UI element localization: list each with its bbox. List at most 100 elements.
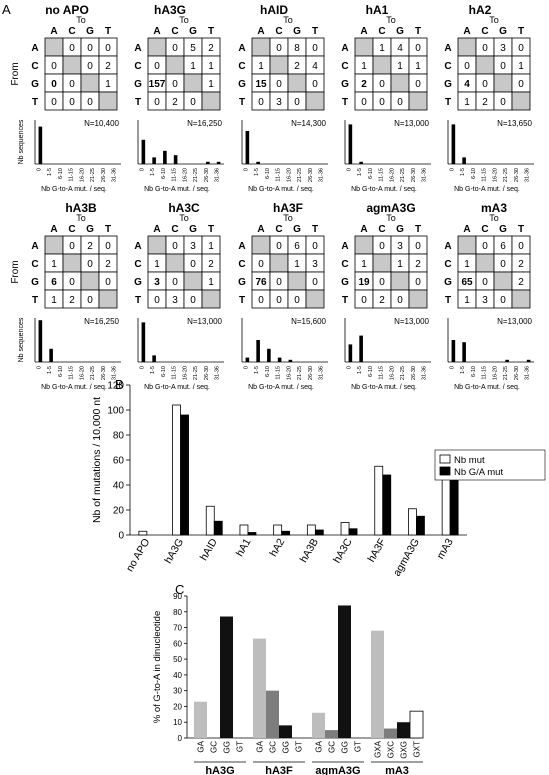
- matrix-cell: [183, 73, 203, 93]
- hist-n-label: N=16,250: [84, 317, 119, 326]
- hist-tick-label: 6-10: [161, 168, 167, 179]
- hist-tick-label: 26-30: [411, 168, 417, 182]
- matrix-cell: [511, 289, 531, 309]
- y-tick-label: 80: [113, 431, 125, 442]
- matrix-value: 2: [69, 295, 75, 306]
- bar-gc: [266, 690, 279, 738]
- hist-xlabel: Nb G-to-A mut. / seq.: [454, 384, 520, 391]
- dinucleotide-label: GXA: [374, 740, 383, 758]
- hist-tick-label: 1-5: [150, 168, 156, 176]
- hist-bar: [505, 359, 509, 362]
- hist-tick-label: 31-36: [319, 168, 325, 182]
- bar-nb-mut: [306, 524, 316, 536]
- category-label: mA3: [435, 536, 456, 561]
- hist-n-label: N=13,000: [394, 119, 429, 128]
- dinucleotide-label: GG: [282, 741, 291, 753]
- matrix-value: 0: [361, 97, 367, 108]
- y-tick-label: 60: [113, 456, 125, 467]
- matrix-value: 0: [361, 295, 367, 306]
- col-base-label: T: [208, 26, 214, 37]
- matrix-cell: [354, 235, 374, 255]
- hist-tick-label: 11-15: [69, 366, 75, 380]
- row-base-label: G: [238, 277, 246, 288]
- row-base-label: C: [444, 61, 451, 72]
- hist-n-label: N=13,650: [497, 119, 532, 128]
- dinucleotide-label: GA: [256, 740, 265, 752]
- hist-tick-label: 21-25: [503, 366, 509, 380]
- bar-nb-g-a-mut: [416, 515, 425, 536]
- matrix-cell: [305, 91, 325, 111]
- y-axis-label: % of G-to-A in dinucleotide: [152, 611, 163, 723]
- matrix-value: 0: [294, 295, 300, 306]
- matrix-title: hA2: [469, 3, 492, 17]
- hist-xlabel: Nb G-to-A mut. / seq.: [248, 186, 314, 193]
- bar-gg: [279, 725, 292, 738]
- panel-b-bar-chart: 0 20 40 60 80 100 120 Nb of mutations / 10,000 …: [91, 381, 546, 578]
- hist-bar: [288, 359, 293, 362]
- matrix-value: 0: [500, 61, 506, 72]
- panel-label-b: B: [115, 377, 124, 392]
- hist-tick-label: 6-10: [161, 366, 167, 377]
- hist-xlabel: Nb G-to-A mut. / seq.: [144, 384, 210, 391]
- matrix-value: 19: [358, 277, 370, 288]
- matrix-cell: [287, 73, 307, 93]
- hist-ylabel: Nb sequences: [18, 317, 25, 362]
- col-base-label: C: [275, 26, 282, 37]
- hist-tick-label: 11-15: [276, 366, 282, 380]
- bar-ga: [253, 638, 266, 738]
- hist-tick-label: 26-30: [204, 168, 210, 182]
- hist-n-label: N=14,300: [291, 119, 326, 128]
- dinucleotide-label: GXG: [400, 741, 409, 759]
- hist-tick-label: 0: [243, 366, 249, 369]
- matrix-value: 0: [397, 97, 403, 108]
- col-base-label: A: [360, 224, 367, 235]
- bar-nb-g-a-mut: [180, 414, 189, 536]
- matrix-value: 0: [518, 43, 524, 54]
- matrix-value: 1: [208, 241, 214, 252]
- matrix-title: no APO: [45, 3, 89, 17]
- matrix-value: 1: [105, 79, 111, 90]
- hist-n-label: N=16,250: [187, 119, 222, 128]
- hist-tick-label: 16-20: [182, 366, 188, 380]
- dinucleotide-label: GC: [210, 741, 219, 753]
- matrix-cell: [201, 91, 221, 111]
- row-base-label: C: [31, 61, 38, 72]
- hist-bar: [359, 335, 363, 362]
- hist-tick-label: 11-15: [379, 366, 385, 380]
- matrix-value: 1: [258, 61, 264, 72]
- hist-tick-label: 16-20: [286, 168, 292, 182]
- hist-tick-label: 31-36: [319, 366, 325, 380]
- hist-n-label: N=10,400: [84, 119, 119, 128]
- hist-bar: [526, 359, 531, 362]
- matrix-cell: [251, 37, 271, 57]
- col-base-label: G: [499, 224, 507, 235]
- hist-tick-label: 1-5: [150, 366, 156, 374]
- from-label: From: [10, 260, 21, 283]
- matrix-value: 0: [69, 277, 75, 288]
- matrix-value: 3: [397, 241, 403, 252]
- col-base-label: A: [257, 224, 264, 235]
- dinucleotide-label: GXC: [387, 741, 396, 759]
- row-base-label: A: [31, 43, 38, 54]
- matrix-value: 0: [87, 43, 93, 54]
- bar-nb-g-a-mut: [281, 530, 291, 536]
- hist-tick-label: 1-5: [254, 366, 260, 374]
- bar-gxa: [371, 630, 384, 738]
- hist-xlabel: Nb G-to-A mut. / seq.: [41, 384, 107, 391]
- row-base-label: C: [238, 61, 245, 72]
- matrix-value: 2: [294, 61, 300, 72]
- y-tick-label: 70: [173, 624, 182, 633]
- bar-gxt: [409, 710, 424, 739]
- dinucleotide-label: GT: [354, 741, 363, 752]
- hist-tick-label: 26-30: [411, 366, 417, 380]
- hist-xlabel: Nb G-to-A mut. / seq.: [144, 186, 210, 193]
- hist-tick-label: 21-25: [400, 168, 406, 182]
- y-tick-label: 20: [113, 506, 125, 517]
- row-base-label: C: [134, 61, 141, 72]
